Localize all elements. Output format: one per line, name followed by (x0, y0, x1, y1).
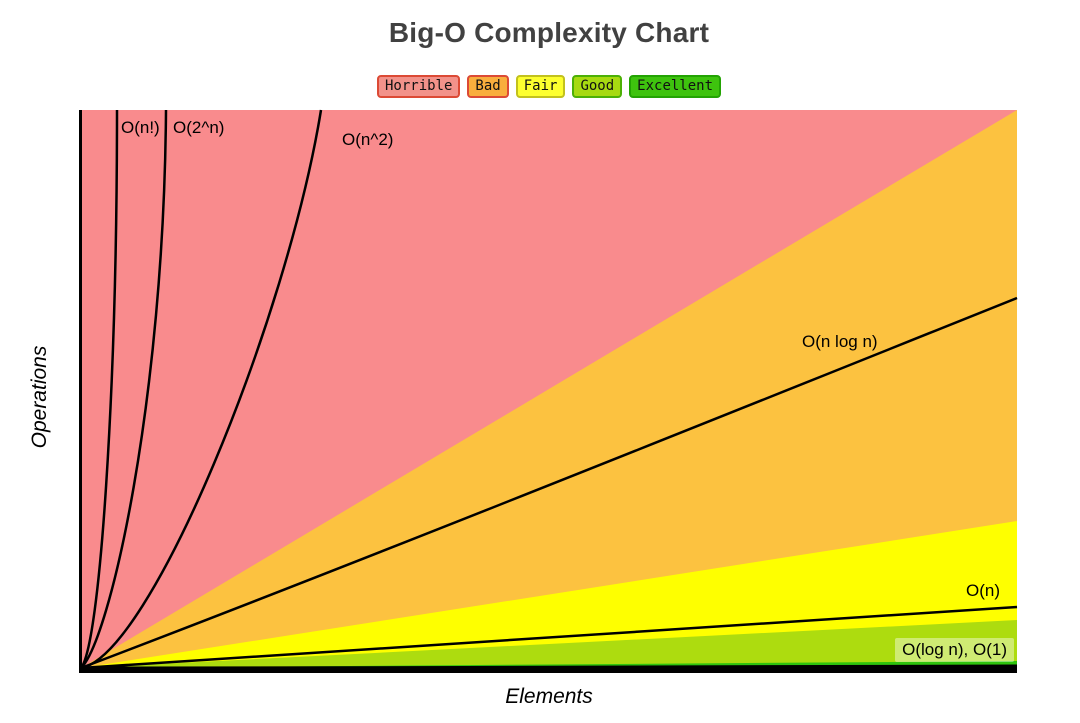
label-o-n-factorial: O(n!) (121, 118, 160, 137)
curve-o-n-log-n (80, 296, 1018, 670)
legend-badge-bad: Bad (467, 75, 509, 98)
rating-legend: Horrible Bad Fair Good Excellent (81, 75, 1017, 98)
y-axis-label: Operations (28, 345, 51, 449)
curve-o-n-factorial (79, 109, 119, 669)
x-axis-label: Elements (505, 685, 593, 708)
label-o-log-n-o-1: O(log n), O(1) (895, 638, 1014, 662)
label-o-2-pow-n: O(2^n) (173, 118, 225, 137)
curve-o-n (80, 605, 1018, 670)
y-axis-line (79, 110, 82, 673)
region-fair (81, 521, 1017, 668)
region-good (81, 620, 1017, 668)
label-o-n: O(n) (966, 581, 1000, 600)
label-o-n-log-n: O(n log n) (802, 332, 878, 351)
chart-title: Big-O Complexity Chart (388, 17, 710, 48)
legend-badge-good: Good (572, 75, 623, 98)
legend-badge-excellent: Excellent (629, 75, 722, 98)
curve-o-2-pow-n (80, 109, 168, 669)
curve-o-n-squared (80, 109, 323, 670)
x-axis-line (79, 668, 1017, 673)
curve-o-1 (80, 666, 1018, 669)
region-bad (81, 110, 1017, 668)
label-o-n-squared: O(n^2) (342, 130, 394, 149)
legend-badge-horrible: Horrible (376, 75, 461, 98)
legend-badge-fair: Fair (515, 75, 566, 98)
